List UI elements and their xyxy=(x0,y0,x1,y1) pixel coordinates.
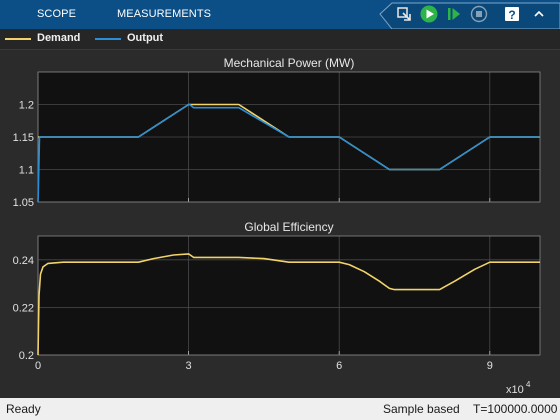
x-tick-label: 3 xyxy=(186,360,192,372)
step-forward-icon[interactable] xyxy=(444,4,464,24)
axes-background xyxy=(38,236,540,355)
tab-scope[interactable]: SCOPE xyxy=(37,8,77,20)
x-tick-label: 0 xyxy=(35,360,41,372)
axes-border xyxy=(37,235,541,356)
y-tick-label: 1.2 xyxy=(19,100,34,112)
legend-swatch-output xyxy=(95,38,121,40)
y-tick-label: 1.1 xyxy=(19,165,34,177)
y-tick-label: 1.05 xyxy=(13,197,34,209)
help-icon[interactable]: ? xyxy=(502,4,522,24)
x-tick-label: 6 xyxy=(336,360,342,372)
highlight-icon[interactable] xyxy=(394,4,414,24)
y-tick-label: 0.22 xyxy=(13,302,34,314)
status-ready: Ready xyxy=(6,402,41,416)
y-tick-label: 0.24 xyxy=(13,255,34,267)
stop-icon[interactable] xyxy=(469,4,489,24)
plot-area: Mechanical Power (MW) 1.05 1.1 1.15 1.2 Globa… xyxy=(0,50,560,398)
tab-measurements[interactable]: MEASUREMENTS xyxy=(117,8,212,20)
y-tick-label: 1.15 xyxy=(13,132,34,144)
chart-1[interactable]: Mechanical Power (MW) 1.05 1.1 1.15 1.2 xyxy=(13,56,541,209)
chevron-up-icon[interactable] xyxy=(529,4,549,24)
chart-2[interactable]: Global Efficiency 0 3 6 9 0.2 0.22 0.24 x10 4 xyxy=(13,220,541,396)
x-tick-label: 9 xyxy=(487,360,493,372)
series-line-demand[interactable] xyxy=(37,253,540,356)
legend-swatch-demand xyxy=(5,38,31,40)
charts[interactable]: Mechanical Power (MW) 1.05 1.1 1.15 1.2 Globa… xyxy=(0,50,560,398)
x-axis-multiplier: x10 xyxy=(506,384,524,396)
y-tick-label: 0.2 xyxy=(19,350,34,362)
legend-label-output[interactable]: Output xyxy=(127,32,164,44)
status-time: T=100000.0000 xyxy=(473,402,558,416)
x-axis-exponent: 4 xyxy=(526,380,531,389)
status-mode: Sample based xyxy=(383,402,460,416)
status-bar: Ready Sample based T=100000.0000 xyxy=(0,398,560,420)
chart-title: Mechanical Power (MW) xyxy=(224,56,355,70)
svg-text:?: ? xyxy=(508,8,515,22)
legend: Demand Output xyxy=(0,29,560,50)
play-icon[interactable] xyxy=(419,4,439,24)
toolbar-buttons: ? xyxy=(374,0,560,29)
series-line-output[interactable] xyxy=(37,103,540,203)
toolstrip: SCOPE MEASUREMENTS xyxy=(0,0,560,29)
chart-title: Global Efficiency xyxy=(244,220,333,234)
legend-label-demand[interactable]: Demand xyxy=(37,32,81,44)
